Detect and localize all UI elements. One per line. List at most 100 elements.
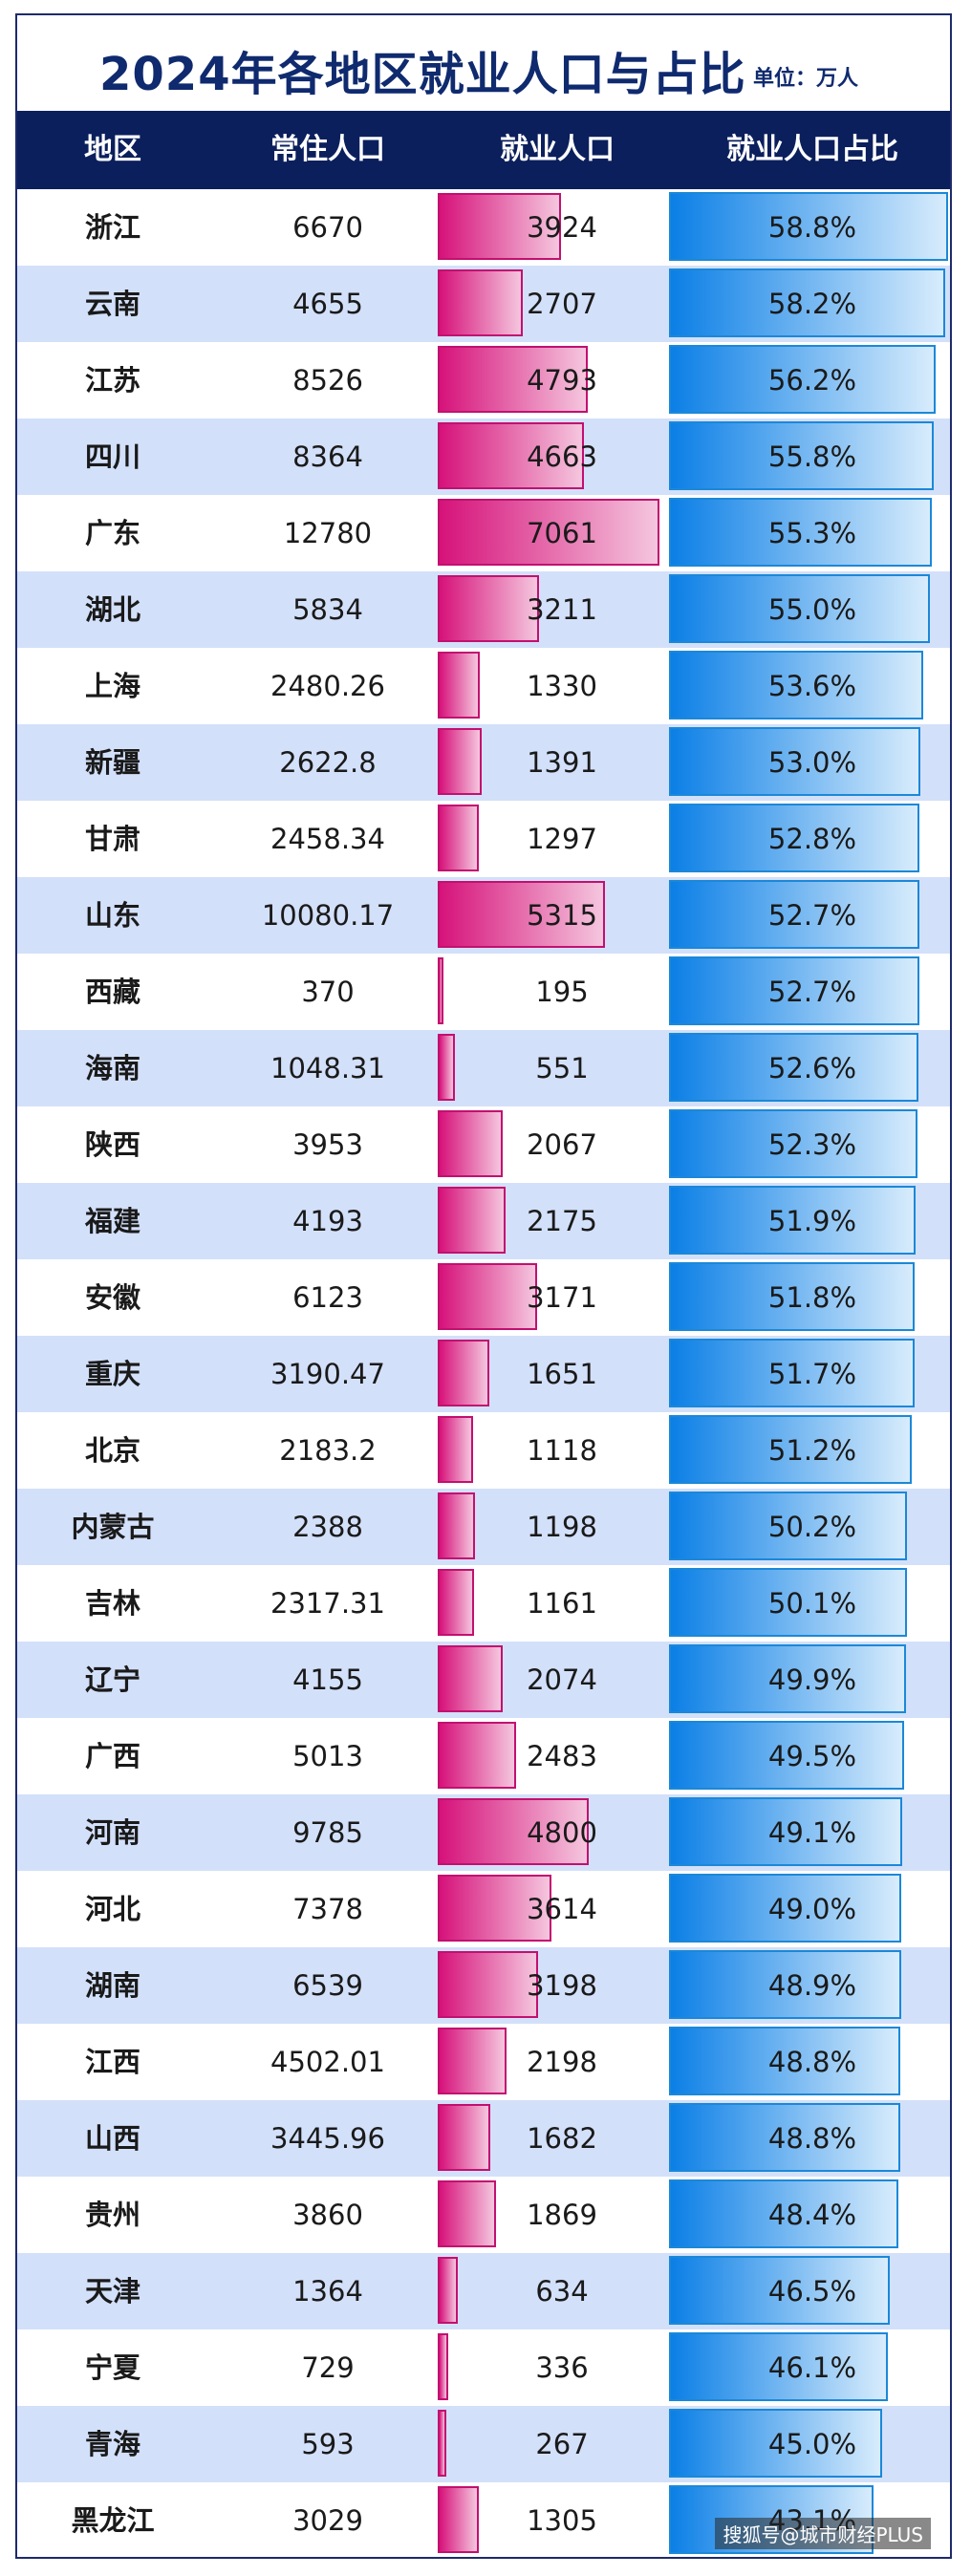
share-value: 46.5%	[767, 2275, 857, 2308]
share-value: 55.0%	[767, 593, 857, 626]
employment-value: 2074	[527, 1664, 597, 1696]
region-name: 上海	[84, 670, 140, 702]
table-row: 海南 1048.31 551 52.6%	[17, 1030, 950, 1106]
share-value: 55.8%	[767, 440, 857, 473]
share-bar	[669, 956, 919, 1025]
table-row: 陕西 3953 2067 52.3%	[17, 1106, 950, 1183]
share-value: 50.2%	[767, 1511, 857, 1543]
region-name: 山东	[84, 899, 140, 932]
share-bar	[669, 421, 935, 490]
employment-value: 1682	[527, 2122, 597, 2155]
region-name: 内蒙古	[71, 1511, 155, 1543]
region-name: 甘肃	[84, 823, 140, 855]
table-row: 新疆 2622.8 1391 53.0%	[17, 724, 950, 801]
share-bar	[669, 1109, 917, 1178]
region-name: 湖北	[84, 593, 140, 626]
share-value: 52.7%	[767, 976, 857, 1008]
table-row: 宁夏 729 336 46.1%	[17, 2329, 950, 2406]
share-bar	[669, 804, 920, 872]
population-value: 6670	[292, 211, 363, 244]
region-name: 北京	[84, 1434, 140, 1467]
employment-value: 4663	[527, 440, 597, 473]
population-value: 370	[301, 976, 355, 1008]
employment-value: 195	[535, 976, 589, 1008]
table-row: 广东 12780 7061 55.3%	[17, 495, 950, 571]
share-bar	[669, 2409, 883, 2478]
population-value: 5013	[292, 1740, 363, 1772]
population-value: 3029	[292, 2504, 363, 2537]
region-name: 黑龙江	[71, 2504, 155, 2537]
employment-bar	[438, 2486, 479, 2553]
employment-value: 2067	[527, 1128, 597, 1161]
employment-value: 4800	[527, 1816, 597, 1849]
employment-bar	[438, 652, 480, 719]
title-bar: 2024年各地区就业人口与占比 单位：万人	[17, 15, 950, 111]
employment-bar	[438, 1492, 476, 1559]
table-row: 贵州 3860 1869 48.4%	[17, 2177, 950, 2253]
population-value: 2622.8	[279, 746, 377, 779]
unit-label: 单位：万人	[753, 67, 859, 91]
population-value: 3445.96	[270, 2122, 385, 2155]
share-value: 49.0%	[767, 1893, 857, 1925]
share-value: 52.3%	[767, 1128, 857, 1161]
population-value: 7378	[292, 1893, 363, 1925]
employment-value: 5315	[527, 899, 597, 932]
share-value: 49.1%	[767, 1816, 857, 1849]
chart-title: 2024年各地区就业人口与占比	[99, 48, 746, 101]
region-name: 河北	[84, 1893, 140, 1925]
population-value: 12780	[283, 517, 373, 549]
employment-bar	[438, 1722, 516, 1789]
population-value: 10080.17	[261, 899, 395, 932]
share-bar	[669, 1492, 908, 1560]
employment-bar	[438, 1263, 538, 1330]
region-name: 四川	[84, 440, 140, 473]
table-frame: 2024年各地区就业人口与占比 单位：万人 地区 常住人口 就业人口 就业人口占…	[15, 13, 952, 2559]
share-bar	[669, 2103, 901, 2172]
region-name: 青海	[84, 2428, 140, 2460]
region-name: 重庆	[84, 1358, 140, 1390]
table-row: 山东 10080.17 5315 52.7%	[17, 877, 950, 954]
table-row: 吉林 2317.31 1161 50.1%	[17, 1565, 950, 1642]
table-row: 云南 4655 2707 58.2%	[17, 266, 950, 342]
region-name: 云南	[84, 288, 140, 320]
population-value: 1048.31	[270, 1052, 385, 1084]
population-value: 2317.31	[270, 1587, 385, 1620]
table-row: 河北 7378 3614 49.0%	[17, 1871, 950, 1947]
employment-bar	[438, 1416, 473, 1483]
watermark: 搜狐号@城市财经PLUS	[715, 2518, 931, 2549]
table-row: 福建 4193 2175 51.9%	[17, 1183, 950, 1259]
table-row: 辽宁 4155 2074 49.9%	[17, 1642, 950, 1718]
region-name: 河南	[84, 1816, 140, 1849]
employment-bar	[438, 499, 659, 566]
region-name: 广西	[84, 1740, 140, 1772]
employment-value: 1391	[527, 746, 597, 779]
table-row: 重庆 3190.47 1651 51.7%	[17, 1336, 950, 1412]
population-value: 3953	[292, 1128, 363, 1161]
share-bar	[669, 1262, 916, 1331]
population-value: 2388	[292, 1511, 363, 1543]
share-value: 51.9%	[767, 1205, 857, 1237]
share-value: 52.7%	[767, 899, 857, 932]
population-value: 2458.34	[270, 823, 385, 855]
population-value: 6123	[292, 1281, 363, 1314]
employment-value: 551	[535, 1052, 589, 1084]
table-row: 北京 2183.2 1118 51.2%	[17, 1412, 950, 1489]
share-bar	[669, 1339, 915, 1407]
region-name: 安徽	[84, 1281, 140, 1314]
region-name: 辽宁	[84, 1664, 140, 1696]
employment-value: 1118	[527, 1434, 597, 1467]
population-value: 9785	[292, 1816, 363, 1849]
share-value: 58.8%	[767, 211, 857, 244]
share-value: 45.0%	[767, 2428, 857, 2460]
header-share: 就业人口占比	[726, 133, 898, 166]
employment-bar	[438, 1187, 507, 1254]
share-bar	[669, 1415, 913, 1484]
region-name: 宁夏	[84, 2351, 140, 2384]
table-row: 四川 8364 4663 55.8%	[17, 419, 950, 495]
share-value: 52.6%	[767, 1052, 857, 1084]
employment-bar	[438, 269, 523, 336]
population-value: 2183.2	[279, 1434, 377, 1467]
share-bar	[669, 192, 948, 261]
header-employment: 就业人口	[500, 133, 615, 166]
table-row: 天津 1364 634 46.5%	[17, 2253, 950, 2329]
